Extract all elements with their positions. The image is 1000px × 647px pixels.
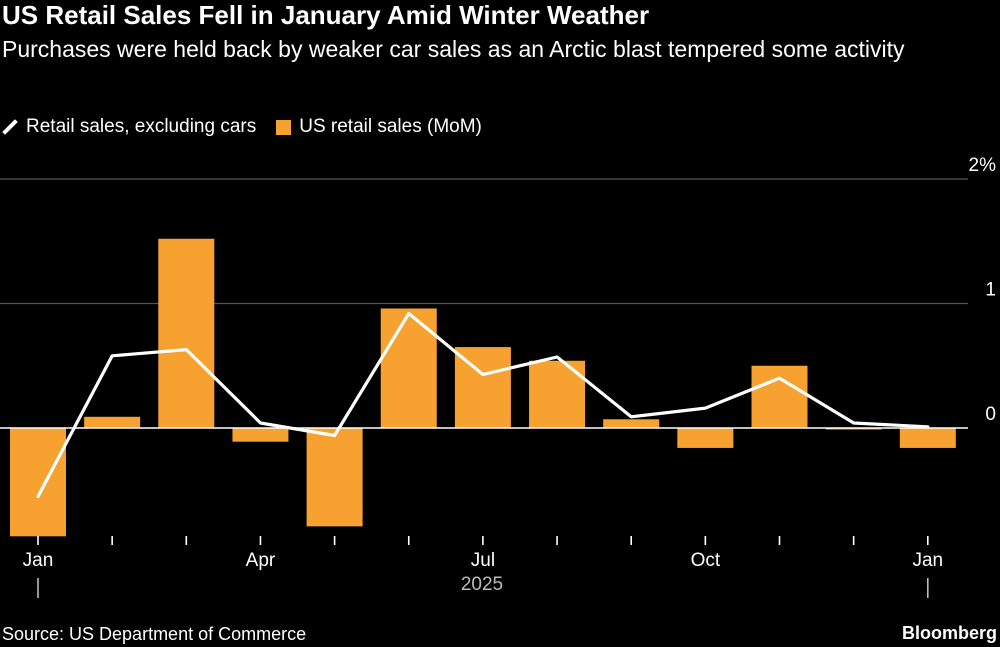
line-series <box>36 311 930 499</box>
year-label: 2025 <box>461 574 503 595</box>
bar <box>751 365 808 428</box>
x-tick-label: Jan <box>23 550 54 571</box>
bar <box>677 428 734 448</box>
legend-bar-label: US retail sales (MoM) <box>299 116 482 137</box>
bar <box>158 238 215 428</box>
y-tick-label: 1 <box>985 280 996 301</box>
bar <box>603 419 660 428</box>
bar <box>10 428 66 537</box>
x-tick-label: Jul <box>471 550 495 571</box>
source-note: Source: US Department of Commerce <box>2 624 307 644</box>
bar <box>306 428 363 527</box>
bar <box>899 428 956 448</box>
x-tick-label: Apr <box>246 550 276 571</box>
chart-subtitle: Purchases were held back by weaker car s… <box>2 36 905 62</box>
legend-item-bar: US retail sales (MoM) <box>276 116 482 138</box>
brand-logo: Bloomberg <box>901 623 997 643</box>
bar <box>380 308 437 428</box>
bar <box>232 428 289 442</box>
legend-line-label: Retail sales, excluding cars <box>26 116 257 137</box>
bar <box>84 416 141 428</box>
chart-plot: 2% 1 0 Jan Apr Jul Oct Jan 2025 <box>0 155 997 598</box>
x-tick-label: Jan <box>912 550 943 571</box>
legend-item-line: Retail sales, excluding cars <box>2 116 256 138</box>
x-tick-label: Oct <box>691 550 721 571</box>
bar-swatch-icon <box>276 119 292 135</box>
y-tick-label: 2% <box>969 155 997 176</box>
legend: Retail sales, excluding cars US retail s… <box>2 114 502 140</box>
chart-title: US Retail Sales Fell in January Amid Win… <box>2 0 650 30</box>
y-tick-label: 0 <box>985 404 996 425</box>
